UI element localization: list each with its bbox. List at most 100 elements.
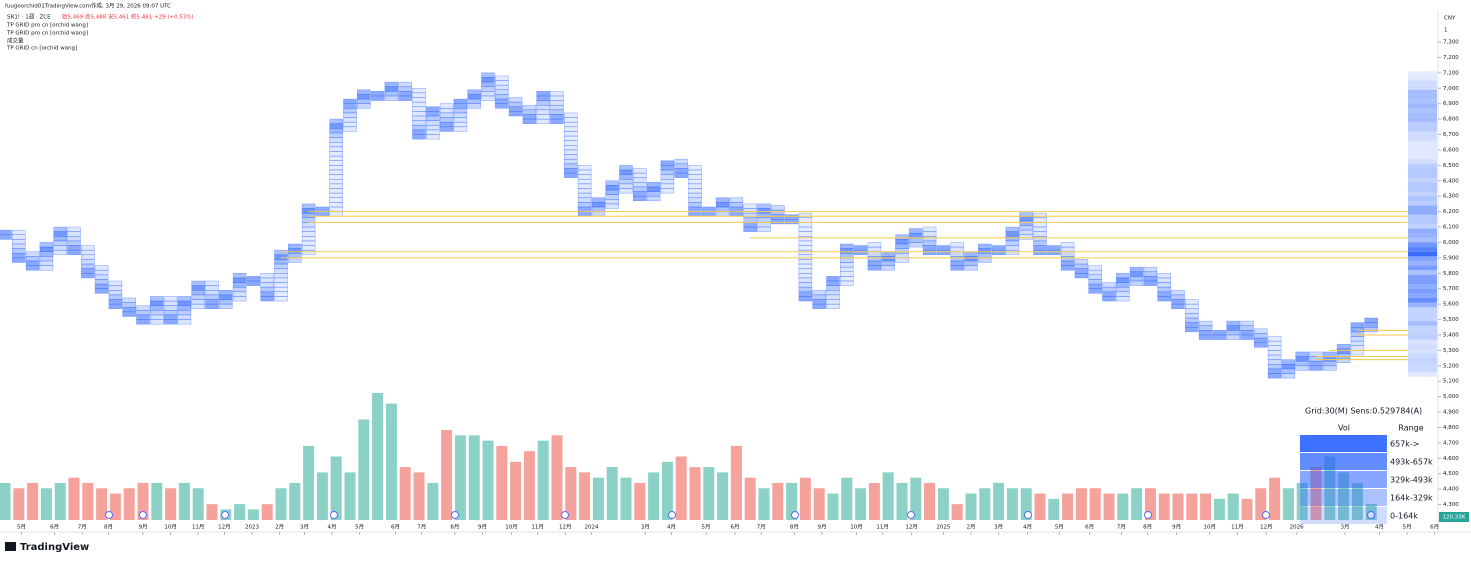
grid-box xyxy=(826,290,840,296)
grid-box xyxy=(564,121,578,128)
currency: CNY xyxy=(1444,16,1456,22)
grid-box xyxy=(274,263,288,269)
grid-box xyxy=(633,182,647,188)
grid-box xyxy=(798,291,813,297)
grid-box xyxy=(840,243,854,249)
grid-box xyxy=(246,276,261,282)
volume-bar xyxy=(289,482,301,520)
grid-box xyxy=(922,236,937,242)
grid-box xyxy=(1088,288,1102,294)
volume-bar xyxy=(427,482,439,520)
event-marker xyxy=(907,511,915,519)
grid-box xyxy=(522,114,537,120)
grid-box xyxy=(467,89,481,95)
volume-bar xyxy=(1172,493,1184,520)
grid-box xyxy=(1240,330,1254,336)
grid-box xyxy=(729,202,744,208)
grid-box xyxy=(1033,240,1047,246)
event-marker xyxy=(330,511,338,519)
grid-box xyxy=(688,192,702,198)
grid-box xyxy=(1129,266,1144,272)
volume-bar xyxy=(54,482,66,520)
grid-box xyxy=(1281,368,1296,374)
volume-bar xyxy=(951,504,963,520)
grid-box xyxy=(536,91,550,97)
volume-bar xyxy=(1351,482,1363,520)
grid-box xyxy=(329,197,343,203)
volume-bar xyxy=(620,477,632,520)
grid-box xyxy=(426,129,440,135)
grid-box xyxy=(798,273,813,279)
grid-box xyxy=(619,174,633,180)
grid-box xyxy=(1295,360,1309,367)
grid-box xyxy=(936,245,951,251)
grid-box xyxy=(274,291,288,297)
profile-row xyxy=(1408,274,1437,280)
grid-box xyxy=(1171,303,1185,310)
x-tick-label: 12月 xyxy=(559,524,572,531)
grid-box xyxy=(1309,356,1323,362)
legend-swatch xyxy=(1300,453,1387,470)
profile-row xyxy=(1408,339,1437,345)
grid-box xyxy=(274,286,288,293)
grid-box xyxy=(481,72,495,78)
profile-row xyxy=(1408,362,1437,368)
grid-box xyxy=(688,169,702,175)
grid-box xyxy=(12,243,26,249)
grid-box xyxy=(1060,246,1075,252)
grid-box xyxy=(177,310,192,316)
grid-box xyxy=(329,123,343,129)
event-marker xyxy=(668,511,676,519)
volume-bar xyxy=(827,493,839,520)
grid-box xyxy=(577,206,592,212)
grid-box xyxy=(357,89,371,95)
grid-box xyxy=(219,294,233,300)
grid-box xyxy=(163,296,178,302)
volume-bar xyxy=(841,477,853,520)
grid-box xyxy=(481,91,495,97)
grid-box xyxy=(784,214,799,220)
grid-box xyxy=(481,95,495,101)
volume-bar xyxy=(634,482,646,520)
x-tick-label: 9月 xyxy=(139,524,148,531)
grid-box xyxy=(798,277,813,283)
grid-box xyxy=(798,296,813,302)
grid-box xyxy=(922,226,937,232)
grid-box xyxy=(288,248,302,254)
grid-box xyxy=(633,195,647,202)
y-tick-label: 5,800 xyxy=(1443,271,1459,277)
grid-box xyxy=(909,232,923,239)
grid-box xyxy=(564,145,578,151)
grid-box xyxy=(1157,277,1171,283)
y-tick-label: 6,600 xyxy=(1443,147,1459,153)
x-tick-label: 2024 xyxy=(585,525,599,531)
grid-box xyxy=(1074,268,1089,274)
x-tick-label: 6月 xyxy=(1430,524,1439,531)
grid-box xyxy=(1143,280,1158,286)
volume-bar xyxy=(882,472,894,520)
grid-box xyxy=(301,226,316,232)
x-tick-label: 8月 xyxy=(450,524,459,531)
grid-box xyxy=(191,299,205,305)
grid-box xyxy=(964,256,978,262)
volume-bar xyxy=(868,482,880,520)
grid-box xyxy=(343,112,357,118)
grid-box xyxy=(343,117,357,123)
grid-box xyxy=(108,299,123,305)
grid-box xyxy=(991,249,1006,256)
grid-box xyxy=(274,249,288,256)
grid-box xyxy=(219,299,233,305)
grid-box xyxy=(674,158,688,165)
grid-box xyxy=(550,100,564,106)
grid-box xyxy=(329,188,343,194)
grid-box xyxy=(1212,334,1227,340)
grid-box xyxy=(1116,282,1130,288)
volume-bar xyxy=(579,472,591,520)
grid-box xyxy=(1267,354,1282,360)
grid-box xyxy=(633,172,647,178)
y-tick-label: 6,400 xyxy=(1443,178,1459,184)
volume-bar xyxy=(1103,493,1115,520)
grid-box xyxy=(439,121,454,128)
volume-bar xyxy=(510,461,522,520)
grid-box xyxy=(1088,279,1102,285)
